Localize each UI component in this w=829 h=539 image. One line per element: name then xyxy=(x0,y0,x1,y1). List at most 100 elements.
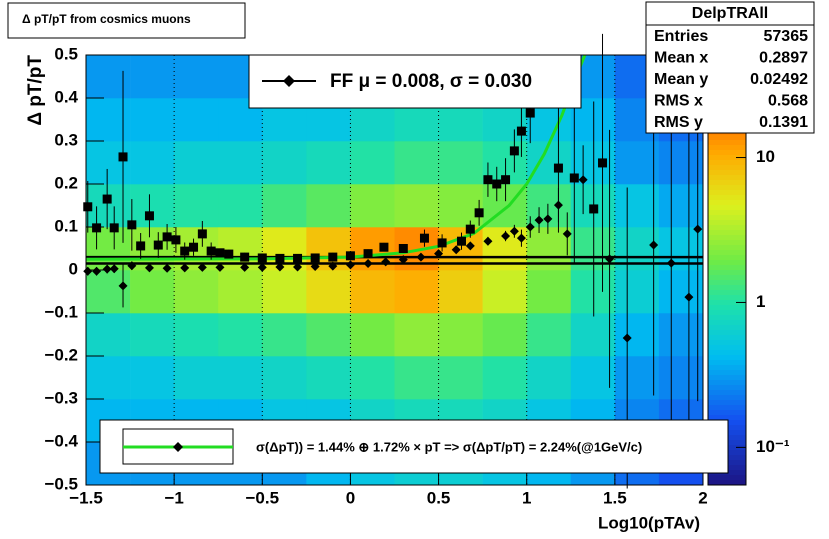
colorbar-strip xyxy=(708,395,746,401)
square-marker xyxy=(310,253,320,263)
square-marker xyxy=(127,220,137,230)
heatmap-cell xyxy=(262,184,307,228)
y-tick-label: −0.4 xyxy=(44,431,78,450)
heatmap-cell xyxy=(614,313,660,357)
diamond-marker xyxy=(666,258,676,268)
colorbar-strip xyxy=(708,385,746,391)
diamond-marker xyxy=(363,259,373,269)
square-marker xyxy=(456,236,466,246)
diamond-marker xyxy=(509,226,519,236)
colorbar-strip xyxy=(708,135,746,141)
colorbar-strip xyxy=(708,145,746,151)
x-tick-label: −0.5 xyxy=(246,488,280,507)
colorbar-strip xyxy=(708,415,746,421)
legend-marker xyxy=(283,75,295,87)
y-tick-label: 0.1 xyxy=(54,216,78,235)
diamond-marker xyxy=(257,262,267,272)
heatmap-cell xyxy=(86,313,131,357)
diamond-marker xyxy=(649,240,659,250)
x-tick-label: −1 xyxy=(164,488,183,507)
stats-value: 57365 xyxy=(764,28,809,45)
colorbar-strip xyxy=(708,320,746,326)
colorbar-strip xyxy=(708,270,746,276)
heatmap-cell xyxy=(262,356,307,400)
diamond-marker xyxy=(180,263,190,273)
square-marker xyxy=(501,175,511,185)
heatmap-cell xyxy=(218,356,263,400)
heatmap-cell xyxy=(130,141,175,185)
square-marker xyxy=(379,242,389,252)
diamond-marker xyxy=(693,224,703,234)
square-marker xyxy=(437,238,447,248)
stats-value: 0.2897 xyxy=(759,50,808,67)
heatmap-cell xyxy=(438,270,483,314)
y-tick-label: 0.2 xyxy=(54,173,78,192)
colorbar-strip xyxy=(708,205,746,211)
heatmap-cell xyxy=(174,98,219,142)
square-marker xyxy=(398,244,408,253)
heatmap-cell xyxy=(218,270,263,314)
y-tick-label: 0.3 xyxy=(54,130,78,149)
heatmap-cell xyxy=(86,356,131,400)
square-marker xyxy=(525,108,535,118)
heatmap-cell xyxy=(86,55,131,99)
diamond-marker xyxy=(345,260,355,270)
heatmap-cell xyxy=(482,356,528,400)
square-marker xyxy=(492,179,502,189)
diamond-marker xyxy=(451,245,461,255)
heatmap-cell xyxy=(658,356,704,400)
heatmap-cell xyxy=(130,356,175,400)
heatmap-cell xyxy=(394,356,439,400)
colorbar-strip xyxy=(708,305,746,311)
stats-label: RMS y xyxy=(654,114,703,131)
stats-value: 0.568 xyxy=(768,93,808,110)
heatmap-cell xyxy=(438,141,483,185)
colorbar-strip xyxy=(708,325,746,331)
diamond-marker xyxy=(562,229,572,239)
heatmap-cell xyxy=(438,184,483,228)
heatmap-cell xyxy=(130,98,175,142)
colorbar-strip xyxy=(708,170,746,176)
colorbar-strip xyxy=(708,225,746,231)
heatmap-cell xyxy=(394,270,439,314)
square-marker xyxy=(171,235,181,245)
heatmap-cell xyxy=(130,313,175,357)
colorbar-strip xyxy=(708,185,746,191)
colorbar-strip xyxy=(708,210,746,216)
diamond-marker xyxy=(328,261,338,271)
colorbar-strip xyxy=(708,310,746,316)
square-marker xyxy=(162,232,172,242)
square-marker xyxy=(509,146,519,156)
colorbar-strip xyxy=(708,410,746,416)
heatmap-cell xyxy=(350,356,395,400)
heatmap-cell xyxy=(306,356,351,400)
heatmap-cell xyxy=(174,313,219,357)
heatmap-cell xyxy=(570,270,616,314)
square-marker xyxy=(144,211,154,221)
colorbar-strip xyxy=(708,180,746,186)
z-tick-label: 1 xyxy=(756,292,765,311)
square-marker xyxy=(257,253,267,263)
diamond-marker xyxy=(501,231,511,241)
diamond-marker xyxy=(516,233,526,243)
colorbar-strip xyxy=(708,195,746,201)
diamond-marker xyxy=(622,333,632,343)
colorbar-strip xyxy=(708,480,746,486)
colorbar-strip xyxy=(708,190,746,196)
heatmap-cell xyxy=(614,141,660,185)
heatmap-cell xyxy=(394,313,439,357)
square-marker xyxy=(206,246,216,256)
legend: σ(ΔpT)) = 1.44% ⊕ 1.72% × pT => σ(ΔpT/pT… xyxy=(99,419,729,474)
colorbar-strip xyxy=(708,275,746,281)
colorbar-strip xyxy=(708,265,746,271)
diamond-marker xyxy=(398,255,408,265)
heatmap-cell xyxy=(86,270,131,314)
square-marker xyxy=(465,224,475,234)
y-tick-label: −0.5 xyxy=(44,474,78,493)
heatmap-cell xyxy=(614,184,660,228)
x-tick-label: 1 xyxy=(522,488,531,507)
diamond-marker xyxy=(240,262,250,272)
colorbar-strip xyxy=(708,380,746,386)
x-tick-label: −1.5 xyxy=(69,488,103,507)
heatmap-cell xyxy=(350,184,395,228)
